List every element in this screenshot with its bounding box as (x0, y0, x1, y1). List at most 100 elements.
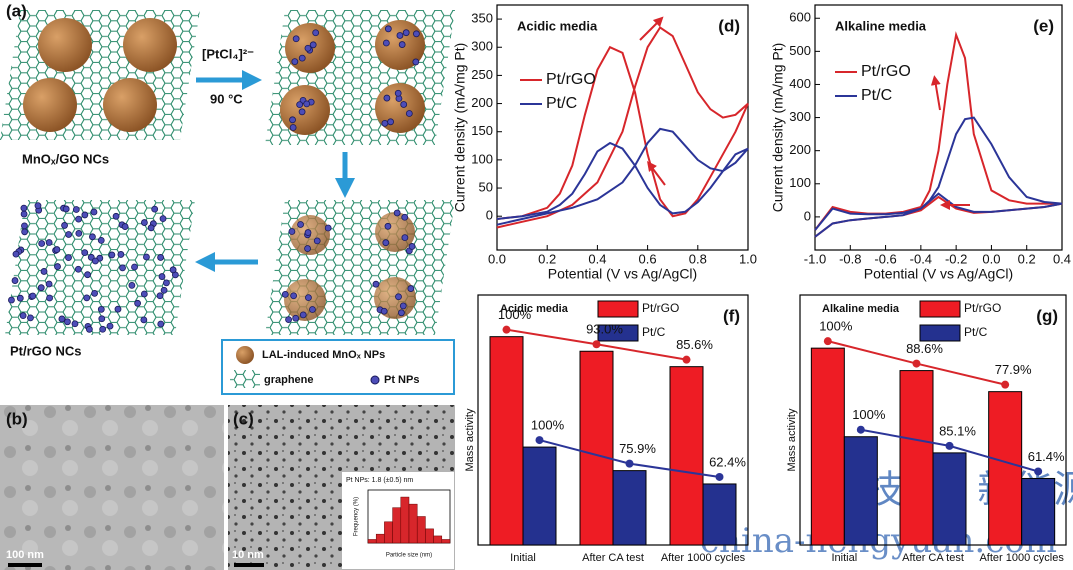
retention-label: 100% (498, 307, 532, 322)
x-tick-label: -0.6 (874, 251, 896, 266)
legend-label: Pt/C (642, 325, 666, 339)
pt-dot (325, 225, 331, 231)
panel-label: (g) (1036, 306, 1058, 325)
pt-dot (98, 306, 104, 312)
pt-dot (413, 31, 419, 37)
pt-dot (299, 55, 305, 61)
pt-dot (170, 267, 176, 273)
pt-dot (141, 220, 147, 226)
pt-dot (109, 252, 115, 258)
legend-icon (236, 346, 254, 364)
pt-dot (300, 312, 306, 318)
pt-dot (55, 264, 61, 270)
x-tick-label: 0.4 (1053, 251, 1071, 266)
graphene-sheet (5, 200, 195, 335)
pt-dot (62, 222, 68, 228)
retention-point (824, 337, 832, 345)
pt-dot (63, 206, 69, 212)
panel-label: (b) (6, 409, 28, 428)
pt-dot (59, 316, 65, 322)
x-tick-label: -0.8 (839, 251, 861, 266)
retention-label: 85.1% (939, 423, 976, 438)
bar (670, 367, 703, 545)
legend-swatch (920, 325, 960, 341)
pt-dot (406, 111, 412, 117)
pt-dot (84, 295, 90, 301)
bar (523, 447, 556, 545)
pt-dot (82, 212, 88, 218)
x-tick-label: Initial (510, 552, 536, 564)
y-tick-label: 300 (471, 39, 493, 54)
pt-dot (118, 251, 124, 257)
legend-icon (371, 376, 379, 384)
y-axis-label: Mass activity (464, 408, 476, 471)
pt-dot (46, 240, 52, 246)
pt-dot (158, 254, 164, 260)
pt-dot (161, 287, 167, 293)
bar (900, 371, 933, 545)
retention-point (1034, 467, 1042, 475)
legend-text: graphene (264, 374, 314, 386)
retention-point (857, 426, 865, 434)
pt-dot (98, 237, 104, 243)
cv-curve (497, 28, 748, 228)
pt-dot (291, 293, 297, 299)
pt-dot (297, 102, 303, 108)
x-axis-label: Potential (V vs Ag/AgCl) (548, 266, 697, 282)
tem-image (0, 405, 224, 570)
pt-dot (76, 230, 82, 236)
legend-label: Pt/rGO (964, 301, 1001, 315)
x-axis-label: Particle size (nm) (386, 553, 432, 559)
pt-dot (21, 205, 27, 211)
pt-dot (35, 203, 41, 209)
pt-dot (305, 246, 311, 252)
bar (811, 348, 844, 545)
pt-dot (310, 42, 316, 48)
legend-label: Pt/C (861, 87, 892, 104)
pt-dot (292, 59, 298, 65)
pt-dot (122, 224, 128, 230)
figure: (a) [PtCl₄]²⁻ 90 °C MnOₓ/GO NCs Pt/rGO N… (0, 0, 1073, 570)
pt-dot (8, 297, 14, 303)
panel-label: (c) (233, 409, 254, 428)
y-tick-label: 100 (789, 175, 811, 190)
tem-images: (b) (c) 100 nm 10 nm (0, 405, 455, 570)
x-axis-label: Potential (V vs Ag/AgCl) (864, 266, 1013, 282)
pt-dot (100, 326, 106, 332)
pt-dot (41, 268, 47, 274)
pt-dot (75, 266, 81, 272)
y-tick-label: 0 (804, 208, 811, 223)
x-tick-label: 0.2 (1018, 251, 1036, 266)
histogram-bar (409, 504, 417, 543)
retention-label: 62.4% (709, 454, 746, 469)
pt-dot (132, 264, 138, 270)
y-tick-label: 150 (471, 123, 493, 138)
pt-dot (46, 281, 52, 287)
pt-dot (66, 231, 72, 237)
pt-dot (299, 109, 305, 115)
pt-dot (152, 206, 158, 212)
pt-dot (141, 291, 147, 297)
pt-dot (21, 223, 27, 229)
pt-dot (384, 95, 390, 101)
pt-dot (304, 101, 310, 107)
x-tick-label: 0.2 (538, 251, 556, 266)
pt-dot (408, 286, 414, 292)
pt-dot (373, 281, 379, 287)
legend-label: Pt/rGO (642, 301, 679, 315)
x-tick-label: 0.0 (982, 251, 1000, 266)
pt-dot (305, 230, 311, 236)
panel-label: (e) (1033, 16, 1054, 35)
pt-dot (82, 250, 88, 256)
x-tick-label: 0.8 (689, 251, 707, 266)
pt-dot (397, 32, 403, 38)
pt-dot (403, 30, 409, 36)
y-axis-label: Mass activity (786, 408, 798, 471)
y-tick-label: 350 (471, 11, 493, 26)
chart-title: Alkaline media (835, 18, 927, 33)
pt-dot (120, 265, 126, 271)
pt-dot (73, 206, 79, 212)
pt-dot (290, 124, 296, 130)
legend-text: Pt NPs (384, 374, 419, 386)
retention-point (716, 473, 724, 481)
